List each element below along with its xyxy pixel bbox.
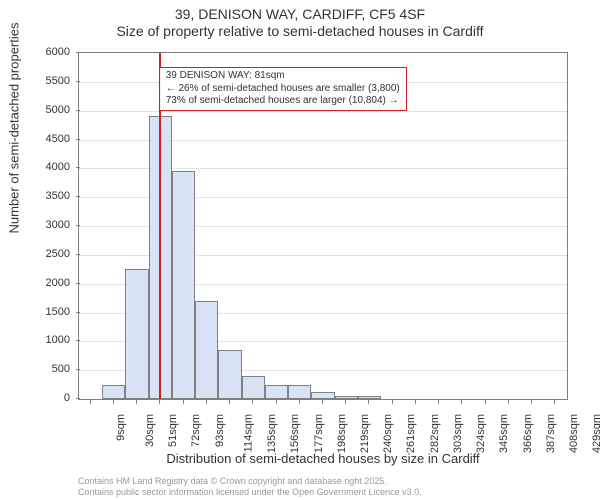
y-tick-label: 0 xyxy=(64,392,70,404)
annotation-line-1: 39 DENISON WAY: 81sqm xyxy=(166,70,400,83)
x-tick-mark xyxy=(90,400,91,404)
annotation-line-3: 73% of semi-detached houses are larger (… xyxy=(166,95,400,108)
y-axis-ticks: 0500100015002000250030003500400045005000… xyxy=(40,52,76,400)
x-tick-label: 303sqm xyxy=(452,414,464,453)
x-tick-label: 324sqm xyxy=(475,414,487,453)
x-tick-mark xyxy=(183,400,184,404)
plot-area: 39 DENISON WAY: 81sqm ← 26% of semi-deta… xyxy=(78,52,568,400)
bar xyxy=(195,301,218,399)
x-tick-label: 366sqm xyxy=(522,414,534,453)
bar xyxy=(335,396,358,399)
x-tick-mark xyxy=(252,400,253,404)
x-tick-mark xyxy=(368,400,369,404)
x-tick-mark xyxy=(276,400,277,404)
x-tick-mark xyxy=(531,400,532,404)
chart-title: 39, DENISON WAY, CARDIFF, CF5 4SF xyxy=(0,6,600,22)
footnote: Contains HM Land Registry data © Crown c… xyxy=(78,476,422,498)
y-tick-label: 1500 xyxy=(46,306,70,318)
x-tick-mark xyxy=(229,400,230,404)
bar xyxy=(288,385,311,399)
x-tick-label: 156sqm xyxy=(289,414,301,453)
y-tick-label: 2000 xyxy=(46,277,70,289)
x-tick-mark xyxy=(392,400,393,404)
x-tick-label: 93sqm xyxy=(214,414,226,447)
x-tick-mark xyxy=(415,400,416,404)
chart-container: 39, DENISON WAY, CARDIFF, CF5 4SF Size o… xyxy=(0,0,600,500)
x-tick-label: 219sqm xyxy=(359,414,371,453)
x-tick-label: 240sqm xyxy=(382,414,394,453)
x-tick-mark xyxy=(322,400,323,404)
x-tick-mark xyxy=(508,400,509,404)
bar xyxy=(311,392,334,399)
x-tick-label: 9sqm xyxy=(115,414,127,441)
y-tick-label: 3500 xyxy=(46,190,70,202)
x-tick-mark xyxy=(136,400,137,404)
x-axis-label: Distribution of semi-detached houses by … xyxy=(78,451,568,466)
x-tick-label: 408sqm xyxy=(568,414,580,453)
y-tick-label: 4000 xyxy=(46,161,70,173)
footnote-line-1: Contains HM Land Registry data © Crown c… xyxy=(78,476,422,487)
x-tick-label: 387sqm xyxy=(545,414,557,453)
bar xyxy=(242,376,265,399)
bar xyxy=(125,269,148,399)
x-tick-label: 30sqm xyxy=(144,414,156,447)
x-tick-mark xyxy=(159,400,160,404)
bar xyxy=(358,396,381,399)
x-tick-label: 282sqm xyxy=(429,414,441,453)
y-tick-label: 5000 xyxy=(46,104,70,116)
x-tick-mark xyxy=(299,400,300,404)
x-tick-label: 345sqm xyxy=(499,414,511,453)
x-tick-mark xyxy=(438,400,439,404)
x-tick-mark xyxy=(345,400,346,404)
x-tick-label: 51sqm xyxy=(167,414,179,447)
x-tick-mark xyxy=(113,400,114,404)
y-axis-label: Number of semi-detached properties xyxy=(7,23,22,234)
y-tick-label: 6000 xyxy=(46,46,70,58)
x-tick-mark xyxy=(461,400,462,404)
x-tick-label: 198sqm xyxy=(336,414,348,453)
footnote-line-2: Contains public sector information licen… xyxy=(78,487,422,498)
bar xyxy=(102,385,125,399)
x-tick-label: 177sqm xyxy=(313,414,325,453)
y-tick-label: 2500 xyxy=(46,248,70,260)
y-tick-label: 500 xyxy=(52,363,70,375)
x-tick-mark xyxy=(554,400,555,404)
x-tick-label: 429sqm xyxy=(592,414,600,453)
chart-subtitle: Size of property relative to semi-detach… xyxy=(0,23,600,39)
x-tick-label: 114sqm xyxy=(242,414,254,452)
title-block: 39, DENISON WAY, CARDIFF, CF5 4SF Size o… xyxy=(0,0,600,39)
y-tick-label: 1000 xyxy=(46,334,70,346)
bar xyxy=(265,385,288,399)
x-tick-label: 261sqm xyxy=(406,414,418,453)
y-tick-label: 3000 xyxy=(46,219,70,231)
annotation-box: 39 DENISON WAY: 81sqm ← 26% of semi-deta… xyxy=(159,67,407,111)
x-tick-mark xyxy=(485,400,486,404)
y-tick-label: 4500 xyxy=(46,133,70,145)
bar xyxy=(218,350,241,399)
x-tick-label: 135sqm xyxy=(266,414,278,453)
gridline xyxy=(79,111,567,112)
bar xyxy=(172,171,195,399)
y-tick-label: 5500 xyxy=(46,75,70,87)
x-tick-label: 72sqm xyxy=(190,414,202,447)
x-tick-mark xyxy=(206,400,207,404)
annotation-line-2: ← 26% of semi-detached houses are smalle… xyxy=(166,83,400,96)
